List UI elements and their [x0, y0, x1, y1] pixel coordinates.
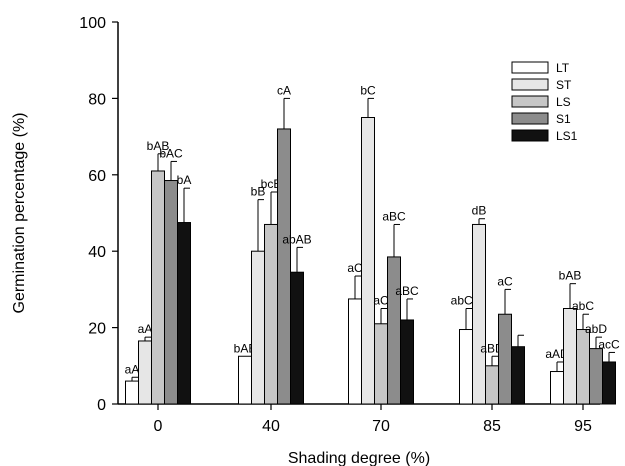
x-axis-title: Shading degree (%) [288, 450, 430, 466]
significance-label: bAB [147, 139, 170, 153]
x-tick-label: 0 [154, 418, 163, 435]
legend-swatch-LS1 [511, 129, 549, 142]
bar-LS [576, 329, 590, 405]
significance-label: bB [251, 185, 266, 199]
bar-LT [459, 329, 473, 405]
x-tick-label: 70 [372, 418, 390, 435]
bar-S1 [498, 313, 512, 405]
significance-label: bcB [261, 177, 282, 191]
legend-swatch-ST [511, 78, 549, 91]
significance-label: bAC [159, 146, 183, 160]
significance-label: cA [277, 83, 291, 97]
bar-LS [264, 223, 278, 405]
bar-S1 [589, 348, 603, 405]
bar-S1 [164, 180, 178, 405]
bar-ST [563, 308, 577, 405]
significance-label: acC [598, 337, 620, 351]
bar-LT [550, 371, 564, 405]
bar-LS1 [602, 361, 616, 405]
x-tick-label: 40 [262, 418, 280, 435]
y-tick-label: 40 [88, 244, 106, 261]
bar-LS [374, 323, 388, 405]
y-axis-title: Germination percentage (%) [11, 113, 28, 314]
y-tick-label: 0 [97, 397, 106, 414]
bar-S1 [387, 256, 401, 405]
significance-label: bAB [234, 341, 257, 355]
bar-LS1 [511, 346, 525, 405]
significance-label: abC [572, 299, 594, 313]
bar-LT [348, 298, 362, 405]
y-tick-label: 100 [79, 15, 106, 32]
legend-label-ST: ST [556, 78, 572, 92]
significance-label: aC [497, 274, 513, 288]
significance-label: bA [177, 173, 192, 187]
bar-LS1 [400, 319, 414, 405]
legend-label-LT: LT [556, 61, 570, 75]
significance-label: bC [360, 83, 376, 97]
significance-label: aC [373, 294, 389, 308]
significance-label: dB [472, 204, 487, 218]
significance-label: aBC [395, 284, 419, 298]
legend-label-LS1: LS1 [556, 129, 578, 143]
bar-ST [361, 117, 375, 405]
significance-label: abD [585, 322, 607, 336]
significance-label: aC [347, 261, 363, 275]
bar-ST [472, 223, 486, 405]
significance-label: abAB [282, 232, 311, 246]
bar-ST [138, 340, 152, 405]
x-tick-label: 85 [483, 418, 501, 435]
bar-ST [251, 250, 265, 405]
significance-label: aA [138, 322, 153, 336]
bar-LS1 [290, 271, 304, 405]
significance-label: bAB [559, 269, 582, 283]
y-tick-label: 80 [88, 91, 106, 108]
significance-label: aA [125, 362, 140, 376]
significance-label: aBC [382, 209, 406, 223]
bar-LS [151, 170, 165, 405]
y-tick-label: 60 [88, 168, 106, 185]
y-tick-label: 20 [88, 321, 106, 338]
legend-swatch-LT [511, 61, 549, 74]
bar-S1 [277, 128, 291, 405]
legend-label-LS: LS [556, 95, 571, 109]
legend-label-S1: S1 [556, 112, 571, 126]
bar-LS1 [177, 222, 191, 405]
bar-LT [125, 380, 139, 405]
bar-LT [238, 355, 252, 405]
bar-LS [485, 365, 499, 405]
x-tick-label: 95 [574, 418, 592, 435]
legend-swatch-S1 [511, 112, 549, 125]
legend-swatch-LS [511, 95, 549, 108]
